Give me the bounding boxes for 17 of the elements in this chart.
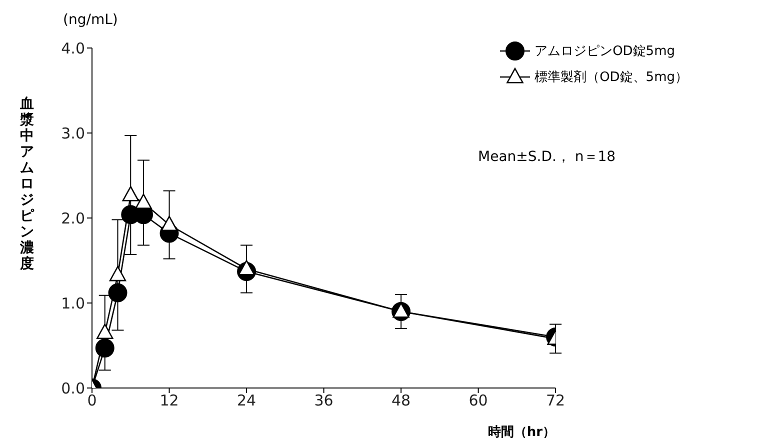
y-axis-title: 血漿中アムロジピン濃度 (18, 96, 36, 272)
legend-label: 標準製剤（OD錠、5mg） (534, 69, 688, 86)
x-tick-label: 60 (468, 392, 488, 410)
y-tick-label: 3.0 (61, 124, 85, 142)
x-tick-label: 12 (160, 392, 179, 410)
x-tick-label: 24 (236, 392, 256, 410)
y-tick-label: 0.0 (61, 379, 85, 398)
x-tick-label: 36 (314, 392, 334, 410)
x-tick-label: 0 (87, 392, 97, 410)
y-tick-label: 2.0 (61, 209, 85, 228)
text: (ng/mL) (63, 12, 118, 28)
y-tick-label: 4.0 (61, 39, 85, 58)
y-tick-label: 1.0 (61, 294, 85, 312)
x-tick-label: 72 (546, 392, 566, 410)
annotation: Mean±S.D.， n＝18 (478, 148, 616, 166)
legend-label: アムロジピンOD錠5mg (534, 43, 675, 60)
x-tick-label: 48 (391, 392, 411, 410)
